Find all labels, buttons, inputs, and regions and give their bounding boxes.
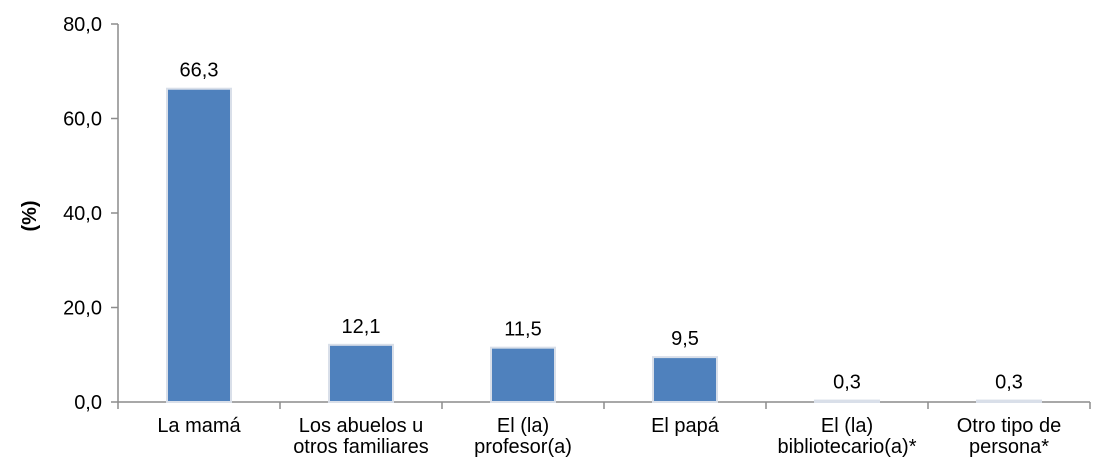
y-tick-label: 20,0 <box>63 298 102 320</box>
y-tick-label: 60,0 <box>63 109 102 131</box>
y-axis-title: (%) <box>19 200 41 231</box>
data-label: 0,3 <box>995 372 1023 394</box>
category-label: bibliotecario(a)* <box>778 436 917 458</box>
bar <box>652 356 718 403</box>
bar <box>814 399 880 403</box>
y-tick-label: 0,0 <box>74 392 102 414</box>
category-label: otros familiares <box>293 436 429 458</box>
bars-group <box>166 87 1042 404</box>
data-label: 12,1 <box>342 316 381 338</box>
category-label: profesor(a) <box>474 436 572 458</box>
bar <box>166 87 232 403</box>
category-label: El (la) <box>821 415 873 437</box>
category-label: Los abuelos u <box>299 415 424 437</box>
data-labels-group: 66,3 12,1 11,5 9,5 0,3 0,3 <box>180 60 1023 394</box>
data-label: 11,5 <box>504 319 541 341</box>
y-tick-label: 80,0 <box>63 14 102 36</box>
category-label: El papá <box>651 415 720 437</box>
y-axis: 0,0 20,0 40,0 60,0 80,0 <box>63 14 119 414</box>
data-label: 9,5 <box>671 328 699 350</box>
category-label: persona* <box>969 436 1049 458</box>
bar <box>976 399 1042 403</box>
data-label: 66,3 <box>180 60 219 82</box>
bar <box>328 343 394 404</box>
y-tick-label: 40,0 <box>63 203 102 225</box>
category-label: El (la) <box>497 415 549 437</box>
category-label: Otro tipo de <box>957 415 1062 437</box>
y-axis-title-group: (%) <box>19 200 41 231</box>
x-axis <box>117 401 1091 409</box>
bar <box>490 346 556 404</box>
category-label: La mamá <box>157 415 241 437</box>
data-label: 0,3 <box>833 372 861 394</box>
